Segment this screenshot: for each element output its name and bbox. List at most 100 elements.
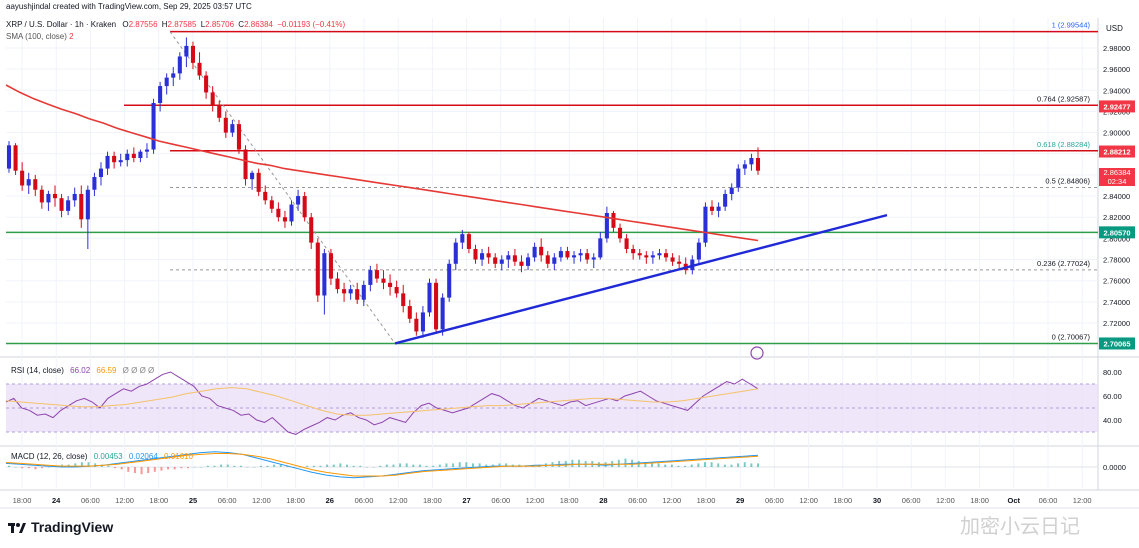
candle-body (269, 200, 274, 209)
candle-body (348, 289, 353, 294)
price-tag-label: 2.92477 (1103, 102, 1130, 111)
time-tick-label: 12:00 (252, 496, 271, 505)
author-line: aayushjindal created with TradingView.co… (6, 2, 252, 11)
currency-label[interactable]: USD (1106, 24, 1123, 33)
sma-legend[interactable]: SMA (100, close) 2 (6, 32, 74, 41)
candle-body (276, 208, 281, 218)
candle-body (158, 86, 163, 103)
price-tick-label: 2.84000 (1103, 192, 1130, 201)
macd-hist-bar (465, 462, 468, 467)
rsi-tick-label: 80.00 (1103, 368, 1122, 377)
price-tick-label: 2.78000 (1103, 256, 1130, 265)
macd-signal-value: 0.01610 (164, 452, 193, 461)
candle-body (368, 270, 373, 285)
macd-hist-bar (332, 464, 335, 467)
time-tick-label: 18:00 (560, 496, 579, 505)
macd-hist-bar (253, 467, 256, 468)
macd-hist-bar (418, 464, 421, 467)
macd-hist-bar (226, 464, 229, 467)
candle-body (755, 158, 761, 171)
macd-hist-bar (657, 463, 660, 467)
candle-body (309, 217, 314, 243)
macd-hist-bar (352, 465, 355, 467)
candle-body (131, 153, 136, 158)
macd-hist-bar (213, 465, 216, 467)
macd-hist-bar (266, 465, 269, 467)
macd-hist-bar (737, 463, 740, 467)
time-tick-label: 12:00 (936, 496, 955, 505)
macd-hist-bar (279, 464, 282, 467)
candle-body (46, 193, 51, 203)
macd-hist-bar (74, 463, 77, 467)
candle-body (20, 170, 25, 186)
macd-hist-bar (392, 464, 395, 467)
macd-legend[interactable]: MACD (12, 26, close) 0.00453 0.02064 0.0… (11, 452, 197, 461)
candle-body (585, 253, 590, 260)
candle-body (6, 145, 12, 169)
macd-hist-bar (399, 463, 402, 467)
candle-body (519, 261, 524, 266)
macd-hist-bar (319, 465, 322, 467)
time-tick-label: 18:00 (833, 496, 852, 505)
candle-body (236, 124, 241, 150)
macd-hist-bar (505, 463, 508, 467)
candle-body (571, 255, 577, 258)
candle-body (663, 253, 669, 258)
rsi-legend[interactable]: RSI (14, close) 66.02 66.59 Ø Ø Ø Ø (11, 366, 158, 375)
watermark: 加密小云日记 (960, 514, 1080, 538)
time-tick-label: 12:00 (1073, 496, 1092, 505)
macd-hist-bar (485, 464, 488, 467)
price-tag-label: 2.88212 (1103, 148, 1130, 157)
fib-level-label: 0.236 (2.77024) (1037, 259, 1090, 268)
macd-hist-bar (723, 464, 726, 467)
candle-body (749, 158, 754, 165)
macd-hist-bar (87, 462, 90, 467)
candle-body (644, 255, 649, 258)
macd-hist-bar (432, 465, 435, 467)
candle-body (296, 196, 301, 205)
macd-hist-bar (664, 464, 667, 467)
candle-body (447, 263, 452, 298)
tradingview-logo[interactable]: TradingView (8, 519, 113, 535)
macd-hist-bar (405, 463, 408, 467)
macd-hist-bar (379, 465, 382, 467)
macd-hist-bar (412, 464, 415, 467)
symbol-name[interactable]: XRP / U.S. Dollar · 1h · Kraken (6, 20, 117, 29)
open-value: 2.87556 (128, 20, 158, 29)
candle-body (526, 257, 531, 266)
rsi-ma-value: 66.59 (96, 366, 117, 375)
macd-hist-bar (710, 462, 713, 467)
candle-body (591, 257, 596, 260)
tradingview-wordmark: TradingView (31, 519, 114, 535)
macd-hist-bar (624, 458, 627, 467)
macd-hist-bar (8, 465, 10, 467)
time-tick-label: 06:00 (355, 496, 374, 505)
time-tick-label: 18:00 (13, 496, 32, 505)
candle-body (52, 193, 58, 199)
candle-body (171, 73, 176, 78)
macd-hist-bar (160, 467, 163, 471)
candle-body (434, 282, 439, 330)
macd-hist-bar (445, 463, 448, 467)
time-tick-label: 18:00 (149, 496, 168, 505)
rsi-value: 66.02 (70, 366, 91, 375)
candle-body (190, 45, 196, 63)
candle-body (256, 172, 261, 192)
price-tag-label: 2.80570 (1103, 228, 1130, 237)
time-tick-label: 12:00 (389, 496, 408, 505)
macd-hist-bar (147, 467, 150, 473)
macd-label: MACD (12, 26, close) (11, 452, 88, 461)
candle-body (79, 193, 84, 220)
candle-body (539, 246, 544, 256)
macd-hist-bar (312, 465, 315, 467)
rsi-extra: Ø Ø Ø Ø (122, 366, 155, 375)
macd-hist-bar (21, 467, 24, 469)
macd-hist-bar (239, 465, 242, 467)
rsi-tick-label: 40.00 (1103, 416, 1122, 425)
candle-body (322, 253, 327, 296)
candle-body (85, 189, 90, 220)
time-tick-label: 06:00 (765, 496, 784, 505)
macd-hist-bar (34, 467, 37, 470)
macd-hist-bar (365, 467, 368, 468)
